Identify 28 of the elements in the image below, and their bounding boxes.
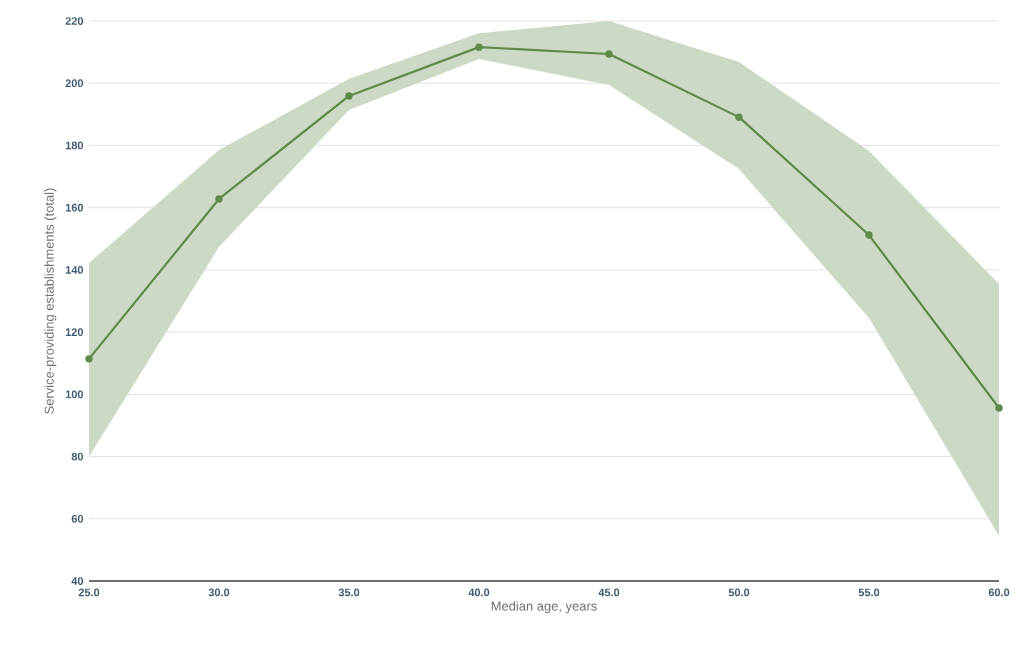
y-tick-label: 160 bbox=[65, 203, 84, 212]
y-tick-label: 220 bbox=[65, 17, 84, 25]
x-tick-label: 60.0 bbox=[988, 588, 1010, 597]
point bbox=[475, 43, 483, 51]
y-tick-label: 120 bbox=[65, 328, 84, 336]
x-tick-label: 50.0 bbox=[728, 588, 750, 597]
point bbox=[995, 404, 1003, 412]
x-tick-label: 40.0 bbox=[468, 588, 490, 597]
y-tick-label: 80 bbox=[71, 452, 84, 461]
point bbox=[345, 92, 353, 100]
y-tick-label: 60 bbox=[71, 514, 84, 523]
x-tick-label: 45.0 bbox=[598, 588, 620, 597]
y-tick-label: 100 bbox=[65, 390, 84, 399]
point bbox=[605, 50, 613, 58]
y-tick-label: 140 bbox=[65, 266, 84, 274]
x-tick-label: 30.0 bbox=[208, 588, 230, 597]
y-tick-label: 200 bbox=[65, 79, 84, 88]
point bbox=[85, 355, 93, 363]
x-tick-label: 25.0 bbox=[78, 588, 100, 597]
point bbox=[865, 231, 873, 239]
point bbox=[215, 195, 223, 203]
x-tick-label: 35.0 bbox=[338, 588, 360, 597]
y-tick-label: 40 bbox=[71, 577, 84, 585]
y-axis-title: Service-providing establishments (total) bbox=[44, 188, 57, 414]
point bbox=[735, 113, 743, 121]
x-axis-title: Median age, years bbox=[491, 601, 597, 614]
y-tick-label: 180 bbox=[65, 141, 84, 150]
x-tick-label: 55.0 bbox=[858, 588, 880, 597]
